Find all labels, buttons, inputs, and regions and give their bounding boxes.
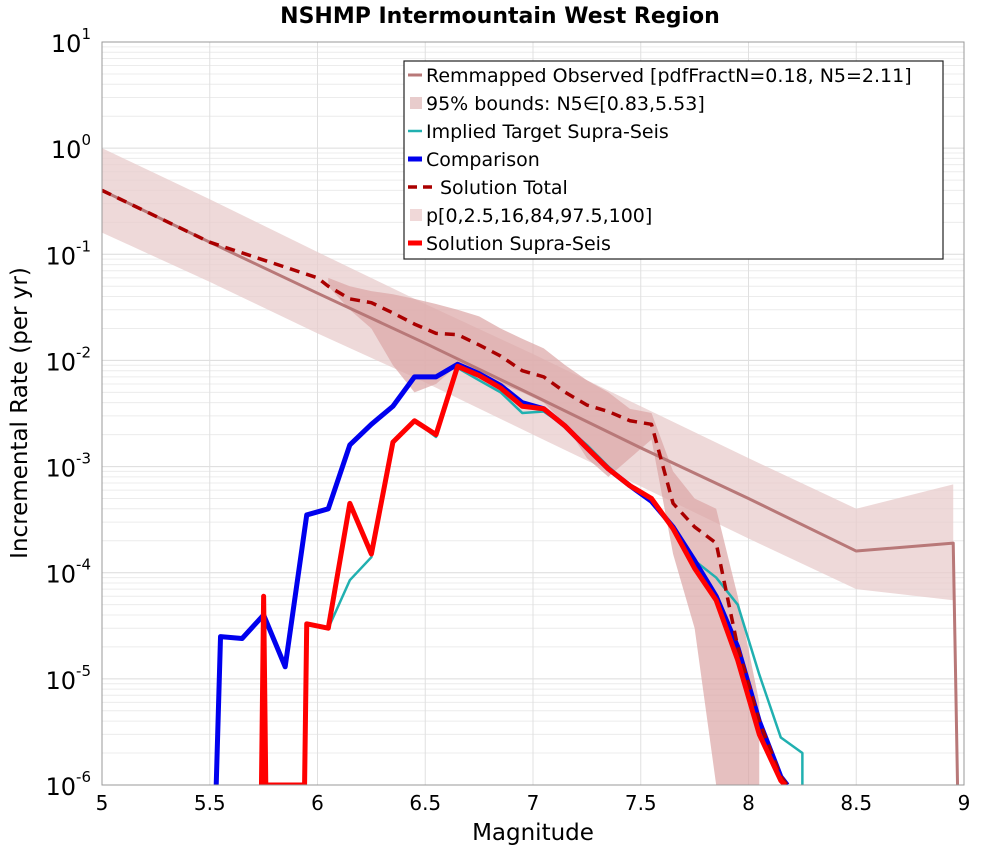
x-tick-label: 8.5 bbox=[840, 791, 872, 815]
legend-label: Solution Total bbox=[440, 177, 568, 199]
y-tick-label: 10-3 bbox=[45, 450, 91, 483]
series-line-3 bbox=[102, 188, 789, 785]
x-tick-label: 6.5 bbox=[409, 791, 441, 815]
legend-label: 95% bounds: N5∈[0.83,5.53] bbox=[426, 93, 705, 115]
x-tick-label: 8 bbox=[742, 791, 755, 815]
series-line-4 bbox=[258, 363, 787, 785]
x-axis-label: Magnitude bbox=[472, 820, 594, 846]
y-tick-label: 10-5 bbox=[45, 662, 91, 695]
y-tick-label: 10-6 bbox=[45, 768, 91, 801]
legend: Remmapped Observed [pdfFractN=0.18, N5=2… bbox=[403, 60, 944, 260]
y-tick-label: 10-4 bbox=[45, 556, 91, 589]
x-tick-label: 7 bbox=[527, 791, 540, 815]
legend-label: Comparison bbox=[426, 149, 540, 171]
x-tick-label: 9 bbox=[958, 791, 971, 815]
series-line-0 bbox=[102, 189, 960, 785]
x-tick-label: 7.5 bbox=[625, 791, 657, 815]
y-tick-label: 100 bbox=[51, 131, 91, 164]
y-tick-label: 10-1 bbox=[45, 237, 91, 270]
x-tick-label: 5 bbox=[96, 791, 109, 815]
legend-label: Implied Target Supra-Seis bbox=[426, 121, 669, 143]
legend-label: Remmapped Observed [pdfFractN=0.18, N5=2… bbox=[426, 65, 912, 87]
plot-frame bbox=[101, 41, 965, 786]
y-tick-label: 10-2 bbox=[45, 343, 91, 376]
y-axis-label: Incremental Rate (per yr) bbox=[7, 267, 33, 559]
y-axis-ticks: 10-6 10-5 10-4 10-3 10-2 10-1 100 101 bbox=[45, 25, 91, 801]
x-axis-ticks: 5 5.5 6 6.5 7 7.5 8 8.5 9 bbox=[96, 791, 971, 815]
legend-box bbox=[403, 60, 944, 260]
legend-swatch-band bbox=[410, 97, 422, 109]
legend-label: Solution Supra-Seis bbox=[426, 233, 611, 255]
legend-swatch-band bbox=[410, 209, 422, 221]
y-tick-label: 101 bbox=[51, 25, 91, 58]
x-tick-label: 5.5 bbox=[194, 791, 226, 815]
legend-label: p[0,2.5,16,84,97.5,100] bbox=[426, 205, 652, 227]
x-tick-label: 6 bbox=[311, 791, 324, 815]
chart-title: NSHMP Intermountain West Region bbox=[280, 4, 720, 29]
data-series bbox=[102, 188, 960, 785]
